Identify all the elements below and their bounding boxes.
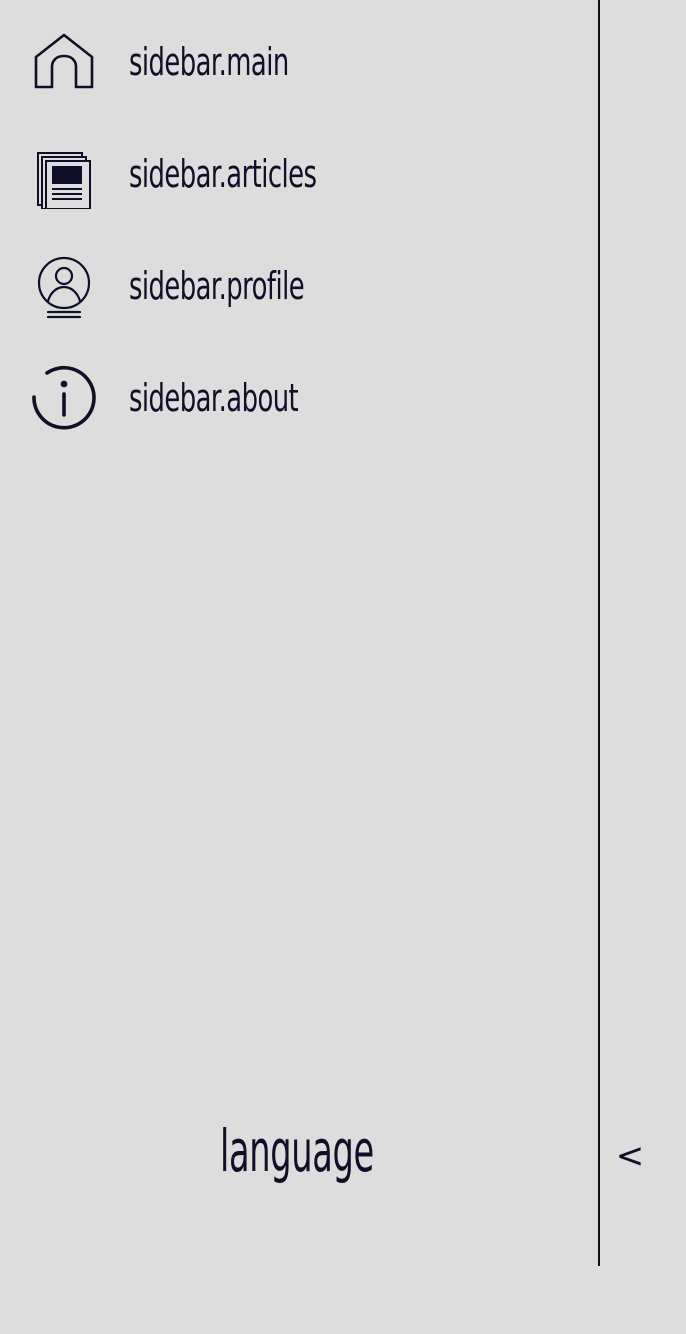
sidebar-item-profile[interactable]: sidebar.profile [0, 241, 560, 331]
sidebar-item-about[interactable]: sidebar.about [0, 353, 560, 443]
sidebar-divider [598, 0, 600, 1266]
sidebar-item-main[interactable]: sidebar.main [0, 17, 560, 107]
language-button[interactable]: language [220, 1117, 374, 1185]
sidebar-item-label: sidebar.main [129, 40, 289, 84]
collapse-sidebar-button[interactable]: < [615, 1136, 645, 1176]
sidebar-item-label: sidebar.about [129, 376, 299, 420]
sidebar-item-articles[interactable]: sidebar.articles [0, 129, 560, 219]
sidebar-item-label: sidebar.profile [129, 264, 305, 308]
articles-icon [30, 141, 98, 209]
info-icon [30, 365, 98, 433]
sidebar: sidebar.main sidebar.articles [0, 17, 560, 1185]
sidebar-item-label: sidebar.articles [129, 152, 317, 196]
profile-icon [30, 253, 98, 321]
home-icon [30, 29, 98, 97]
